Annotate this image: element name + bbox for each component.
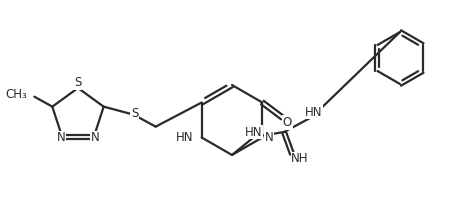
- Text: HN: HN: [305, 106, 322, 118]
- Text: N: N: [264, 131, 273, 144]
- Text: HN: HN: [245, 125, 262, 138]
- Text: N: N: [90, 131, 99, 144]
- Text: S: S: [74, 76, 82, 90]
- Text: NH: NH: [291, 152, 308, 166]
- Text: S: S: [131, 107, 138, 120]
- Text: HN: HN: [176, 131, 193, 144]
- Text: O: O: [282, 116, 291, 129]
- Text: N: N: [56, 131, 65, 144]
- Text: CH₃: CH₃: [6, 88, 27, 101]
